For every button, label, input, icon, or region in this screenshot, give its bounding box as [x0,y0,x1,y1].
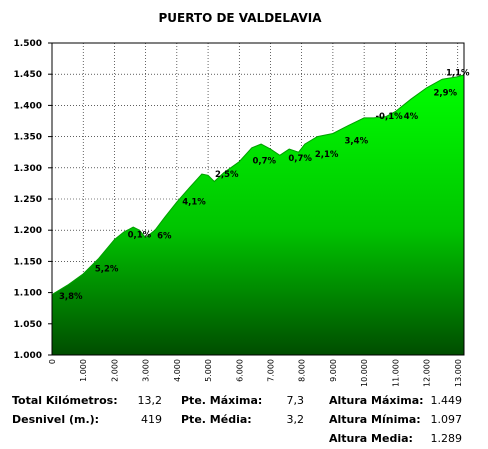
gradient-label: 0,7% [288,154,312,164]
alt-media-label: Altura Media: [329,432,413,445]
pte-media-value: 3,2 [286,413,305,426]
y-tick-label: 1.000 [14,351,42,361]
y-tick-label: 1.450 [14,70,42,80]
chart-title: PUERTO DE VALDELAVIA [158,11,322,25]
alt-min-label: Altura Mínima: [329,413,421,426]
y-tick-label: 1.150 [14,257,42,267]
x-tick-label: 8.000 [298,359,307,382]
gradient-label: 0,7% [252,156,276,166]
gradient-label: 6% [157,231,172,241]
alt-media-value: 1.289 [430,432,463,445]
gradient-label: 2,5% [215,170,239,180]
desnivel-value: 419 [141,413,162,426]
desnivel-label: Desnivel (m.): [12,413,100,426]
elevation-profile-line [51,74,465,295]
x-tick-label: 12.000 [423,359,432,387]
elevation-area [52,74,464,356]
gradient-labels: 3,8%5,2%0,1% 6%4,1%2,5%0,7% 0,7% 2,1%3,4%-0… [59,68,470,301]
gradient-label: 5,2% [95,264,119,274]
y-tick-label: 1.500 [14,39,42,49]
gradient-label: 3,8% [59,292,83,302]
x-tick-label: 9.000 [329,359,338,382]
x-tick-label: 0 [48,359,57,364]
y-tick-label: 1.350 [14,133,42,143]
y-tick-label: 1.100 [14,289,42,299]
x-tick-label: 2.000 [110,359,119,382]
alt-min-value: 1.097 [430,413,463,426]
alt-max-label: Altura Máxima: [329,394,424,407]
pte-media-label: Pte. Média: [181,413,252,426]
gradient-label: -0,1% [376,112,404,122]
x-tick-label: 1.000 [79,359,88,382]
y-tick-label: 1.050 [14,320,42,330]
x-tick-label: 7.000 [266,359,275,382]
total-km-value: 13,2 [137,394,163,407]
pte-max-value: 7,3 [286,394,305,407]
route-stats: Total Kilómetros: 13,2 Desnivel (m.): 41… [0,390,488,449]
y-axis: 1.000 1.050 1.100 1.150 1.200 1.250 1.300 1.350… [14,39,52,361]
x-tick-label: 13.000 [454,359,463,387]
elevation-chart: PUERTO DE VALDELAVIA 1.000 1.050 1.100 1.15… [14,11,470,387]
gradient-label: 2,9% [433,88,457,98]
pte-max-label: Pte. Máxima: [181,394,263,407]
alt-max-value: 1.449 [430,394,463,407]
y-tick-label: 1.400 [14,101,42,111]
y-tick-label: 1.250 [14,195,42,205]
x-tick-label: 10.000 [360,359,369,387]
total-km-label: Total Kilómetros: [12,394,118,407]
gradient-label: 4% [404,112,419,122]
x-tick-label: 11.000 [391,359,400,387]
x-tick-label: 5.000 [204,359,213,382]
gradient-label: 4,1% [182,198,206,208]
x-tick-label: 6.000 [235,359,244,382]
gradient-label: 1,1% [446,68,470,78]
y-tick-label: 1.300 [14,164,42,174]
x-tick-label: 3.000 [142,359,151,382]
x-tick-label: 4.000 [173,359,182,382]
gradient-label: 0,1% [128,231,152,241]
y-tick-label: 1.200 [14,226,42,236]
x-axis: 0 1.000 2.000 3.000 4.000 5.000 6.000 7.000 8.00… [48,359,463,387]
gradient-label: 2,1% [315,150,339,160]
gradient-label: 3,4% [345,136,369,146]
